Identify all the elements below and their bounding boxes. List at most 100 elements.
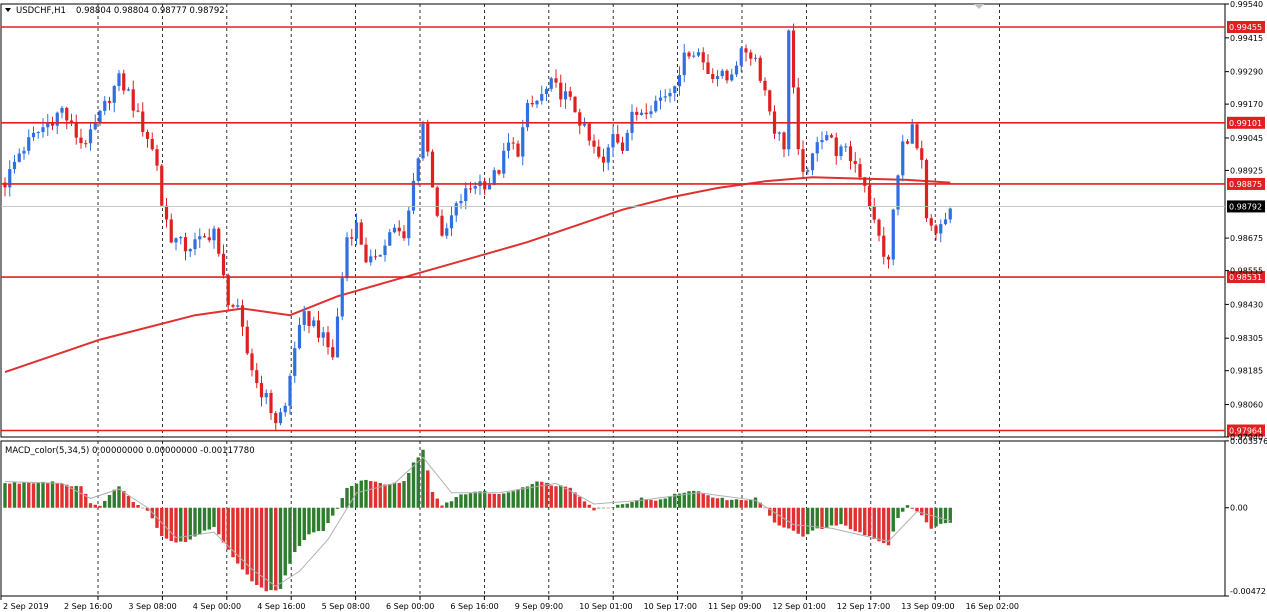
macd-bar-up (321, 507, 325, 532)
macd-bar-up (212, 507, 216, 527)
candle-bear (559, 82, 563, 100)
candle-bull (549, 78, 553, 89)
candle-bear (587, 123, 591, 141)
x-tick-label: 16 Sep 02:00 (966, 602, 1019, 611)
candle-bull (392, 227, 397, 233)
ohlc-values: 0.98804 0.98804 0.98777 0.98792 (76, 6, 225, 16)
candle-bear (221, 253, 226, 276)
candle-bull (27, 137, 31, 151)
candle-bear (164, 205, 169, 220)
candle-bull (312, 320, 316, 326)
candle-bull (193, 239, 197, 250)
horizontal-levels[interactable]: 0.99455 0.99101 0.98875 0.98531 0.97964 0.987… (1, 21, 1265, 437)
macd-bar-down (863, 507, 867, 536)
candle-bear (402, 231, 406, 239)
macd-bar-up (416, 457, 420, 508)
candle-bear (183, 237, 188, 252)
macd-bar-up (345, 487, 349, 508)
candle-bull (563, 91, 568, 100)
symbol-timeframe: USDCHF,H1 (16, 6, 66, 16)
candle-bull (715, 76, 720, 80)
candle-bull (60, 107, 64, 113)
macd-bar-up (202, 507, 207, 531)
candle-bear (929, 218, 933, 226)
candle-bear (616, 134, 620, 143)
macd-bar-up (829, 507, 834, 526)
macd-bar-up (402, 481, 406, 508)
shift-marker-icon[interactable] (974, 4, 984, 9)
current-price-tag (1227, 200, 1265, 213)
candle-bull (103, 100, 107, 111)
candle-bull (378, 255, 382, 257)
macd-bar-down (79, 486, 83, 508)
macd-bar-down (160, 507, 164, 537)
candle-bull (677, 75, 682, 87)
candle-bull (55, 112, 59, 126)
candle-bull (335, 316, 340, 358)
macd-bar-down (606, 507, 610, 509)
macd-bar-up (601, 507, 606, 509)
level-price-tag (1227, 424, 1265, 437)
macd-bar-down (592, 507, 596, 511)
macd-bar-down (250, 507, 254, 582)
level-price-tag (1227, 21, 1265, 34)
macd-bar-up (283, 507, 287, 576)
macd-bar-down (924, 507, 929, 523)
macd-bar-up (112, 489, 116, 508)
y-tick-label: 0.99170 (1230, 100, 1263, 109)
macd-bar-down (492, 493, 496, 508)
macd-bar-up (198, 507, 202, 535)
macd-bar-up (616, 504, 620, 508)
macd-bar-down (98, 505, 102, 508)
candle-bull (910, 124, 914, 144)
x-tick-label: 6 Sep 16:00 (450, 602, 498, 611)
macd-bar-down (910, 507, 914, 509)
macd-bar-up (506, 492, 511, 508)
candle-bear (920, 148, 924, 160)
candle-bull (236, 305, 240, 307)
macd-bar-down (245, 507, 249, 575)
candle-bear (430, 151, 435, 188)
candle-bear (858, 164, 862, 178)
candle-bull (582, 123, 587, 126)
candle-bull (939, 224, 943, 234)
candle-bull (540, 94, 544, 101)
candle-bull (753, 57, 758, 59)
macd-bar-down (573, 492, 577, 508)
candle-bull (473, 186, 477, 189)
candle-bull (411, 180, 416, 211)
candle-bear (169, 219, 173, 243)
candle-bear (141, 111, 145, 132)
candle-bull (345, 237, 349, 279)
x-tick-label: 10 Sep 01:00 (579, 602, 632, 611)
macd-bar-down (587, 504, 591, 508)
macd-bar-down (240, 507, 245, 570)
macd-bar-up (421, 449, 425, 508)
candle-bull (815, 142, 819, 154)
macd-bar-up (720, 497, 724, 508)
candle-bear (701, 52, 705, 63)
candle-bear (160, 165, 164, 206)
macd-bar-up (630, 501, 634, 508)
candle-bear (635, 111, 639, 115)
macd-bar-up (464, 494, 468, 508)
candle-bull (264, 393, 268, 398)
candle-bull (896, 175, 900, 210)
macd-bar-down (791, 507, 796, 531)
candle-bear (331, 347, 335, 358)
macd-bar-up (521, 487, 525, 508)
macd-bar-down (8, 483, 12, 508)
candle-bull (668, 93, 672, 97)
y-tick-label: 0.99290 (1230, 68, 1263, 77)
candle-bear (326, 332, 330, 348)
x-tick-label: 12 Sep 01:00 (772, 602, 825, 611)
triangle-down-icon[interactable] (5, 8, 11, 12)
macd-bar-up (278, 507, 283, 589)
macd-bar-up (502, 493, 506, 508)
macd-bar-down (217, 507, 221, 535)
macd-bar-down (649, 499, 653, 508)
candle-bear (307, 311, 311, 326)
candle-bear (801, 149, 805, 172)
macd-bar-up (468, 493, 473, 508)
